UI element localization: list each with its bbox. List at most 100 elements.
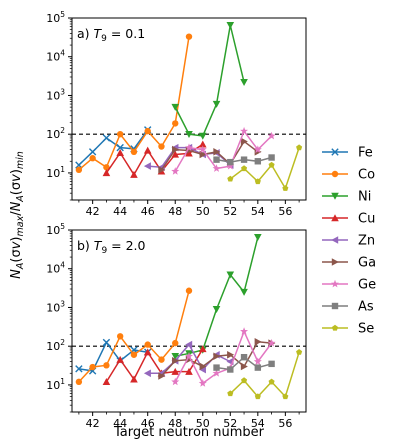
legend-marker-co xyxy=(331,170,339,178)
data-point-ge xyxy=(253,145,262,154)
data-point-as xyxy=(227,366,234,373)
legend-marker-cu xyxy=(331,214,339,222)
data-point-co xyxy=(130,351,138,358)
data-point-se xyxy=(254,178,261,185)
data-point-se xyxy=(241,377,248,384)
series-line-se xyxy=(229,351,300,399)
data-point-co xyxy=(172,120,179,127)
data-point-ga xyxy=(254,337,262,346)
data-point-ni xyxy=(240,288,248,296)
data-point-ga xyxy=(172,356,180,365)
y-tick-label: 102 xyxy=(46,126,65,141)
data-point-ge xyxy=(226,161,235,170)
data-point-co xyxy=(89,155,96,162)
legend-item-co: Co xyxy=(322,168,375,183)
data-point-co xyxy=(130,148,138,156)
data-point-cu xyxy=(130,170,138,178)
legend-item-ge: Ge xyxy=(322,278,376,293)
data-point-ga xyxy=(240,137,248,146)
x-tick-label: 46 xyxy=(141,417,155,430)
legend-item-ga: Ga xyxy=(322,256,376,271)
data-point-co xyxy=(185,33,193,40)
data-point-cu xyxy=(102,169,111,177)
x-tick-label: 56 xyxy=(278,417,292,430)
y-tick-label: 104 xyxy=(46,261,65,276)
legend-label: Co xyxy=(358,168,375,183)
data-point-se xyxy=(254,393,261,400)
data-point-co xyxy=(116,130,124,138)
data-point-as xyxy=(213,156,220,163)
data-point-cu xyxy=(198,345,207,353)
legend-label: Se xyxy=(358,322,374,337)
x-tick-label: 50 xyxy=(196,205,210,218)
data-point-se xyxy=(241,165,248,172)
x-tick-label: 54 xyxy=(251,205,265,218)
legend: Fe Co Ni Cu Zn Ga Ge As Se xyxy=(322,146,376,337)
x-tick-label: 48 xyxy=(168,417,182,430)
y-tick-label: 103 xyxy=(46,299,65,314)
legend-item-fe: Fe xyxy=(322,146,373,161)
data-point-as xyxy=(254,158,262,165)
data-point-ni xyxy=(185,130,193,138)
data-point-zn xyxy=(143,162,151,170)
data-point-ni xyxy=(171,103,180,111)
x-tick-label: 44 xyxy=(113,205,127,218)
data-point-cu xyxy=(102,378,111,386)
data-point-ga xyxy=(158,166,166,174)
data-point-co xyxy=(89,363,96,371)
data-point-se xyxy=(296,349,303,355)
legend-marker-se xyxy=(331,324,339,331)
x-tick-label: 42 xyxy=(86,205,100,218)
data-point-ge xyxy=(198,145,207,154)
series-group xyxy=(75,22,303,191)
data-point-ga xyxy=(199,150,207,159)
y-tick-label: 103 xyxy=(46,87,65,102)
y-tick-label: 102 xyxy=(46,338,65,353)
data-point-ge xyxy=(185,352,193,360)
x-tick-label: 54 xyxy=(251,417,265,430)
series-line-se xyxy=(229,147,300,191)
y-tick-label: 105 xyxy=(46,10,65,25)
data-point-ni xyxy=(171,353,180,361)
data-point-cu xyxy=(171,150,180,158)
legend-item-se: Se xyxy=(322,322,374,337)
data-point-co xyxy=(75,378,83,386)
data-point-ge xyxy=(171,167,180,175)
data-point-ga xyxy=(158,372,166,380)
data-point-co xyxy=(144,341,151,348)
y-tick-label: 104 xyxy=(46,49,65,64)
legend-label: As xyxy=(358,300,374,315)
data-point-zn xyxy=(143,369,151,378)
data-point-co xyxy=(103,362,110,369)
y-tick-label: 101 xyxy=(46,165,65,180)
data-point-co xyxy=(75,166,83,174)
data-point-fe xyxy=(102,338,111,347)
data-point-ge xyxy=(267,131,276,140)
data-point-ni xyxy=(198,132,207,140)
series-line-ni xyxy=(174,25,245,137)
data-point-ni xyxy=(226,22,235,30)
data-point-ge xyxy=(212,369,221,377)
x-tick-label: 52 xyxy=(223,205,237,218)
data-point-co xyxy=(185,287,193,294)
data-point-ga xyxy=(240,362,248,371)
data-point-se xyxy=(268,378,275,385)
data-point-cu xyxy=(116,355,124,363)
data-point-ge xyxy=(240,327,249,335)
data-point-cu xyxy=(143,348,152,356)
data-point-fe xyxy=(75,365,83,373)
panel-label: a) T9 = 0.1 xyxy=(77,26,145,44)
data-point-cu xyxy=(130,375,138,383)
x-tick-label: 56 xyxy=(278,205,292,218)
y-tick-label: 101 xyxy=(46,377,65,392)
data-point-ni xyxy=(254,234,262,242)
data-point-ga xyxy=(172,145,180,154)
data-point-se xyxy=(227,390,234,397)
data-point-cu xyxy=(116,149,124,157)
legend-label: Ge xyxy=(358,278,376,293)
data-point-co xyxy=(158,143,165,150)
legend-item-cu: Cu xyxy=(322,212,375,227)
data-point-ga xyxy=(213,352,221,361)
data-point-se xyxy=(282,185,289,191)
data-point-as xyxy=(227,158,234,166)
